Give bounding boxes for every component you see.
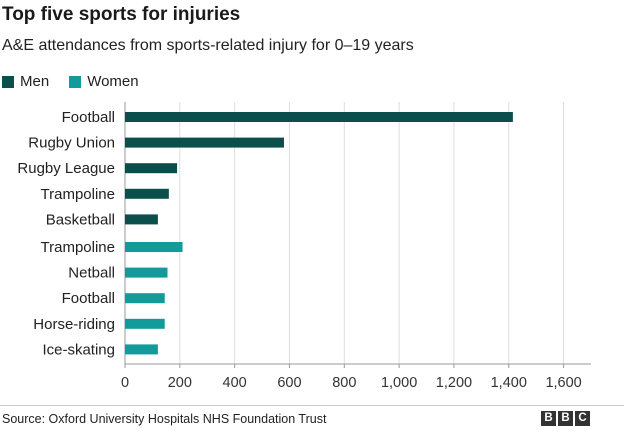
bar-women-football [125, 293, 165, 304]
bbc-logo-letter: C [575, 411, 590, 426]
category-label: Basketball [46, 211, 115, 228]
chart-legend: Men Women [2, 73, 159, 90]
category-label: Trampoline [41, 186, 115, 203]
bar-women-trampoline [125, 242, 183, 252]
chart-subtitle: A&E attendances from sports-related inju… [2, 37, 414, 54]
x-tick-label: 1,400 [491, 375, 527, 391]
legend-item-men: Men [2, 73, 49, 90]
x-tick-label: 0 [121, 375, 129, 391]
bar-women-netball [125, 267, 168, 278]
bbc-logo-letter: B [541, 411, 556, 426]
bbc-logo-letter: B [558, 411, 573, 426]
x-tick-label: 1,600 [545, 375, 581, 391]
x-tick-label: 1,200 [436, 375, 472, 391]
x-tick-label: 800 [332, 375, 356, 391]
bar-men-basketball [125, 214, 158, 225]
footer-divider [0, 405, 624, 406]
x-tick-label: 200 [168, 375, 192, 391]
category-label: Rugby Union [28, 135, 115, 152]
legend-item-women: Women [69, 73, 139, 90]
category-label: Netball [68, 265, 115, 282]
legend-swatch-women [69, 75, 82, 88]
category-label: Trampoline [41, 239, 115, 256]
source-note: Source: Oxford University Hospitals NHS … [2, 412, 327, 426]
bar-men-rugby-union [125, 137, 284, 148]
bar-chart: 0 200 400 600 800 1,000 1,200 1,400 1,600 Footbal… [17, 102, 591, 391]
legend-swatch-men [2, 75, 14, 88]
x-tick-label: 1,000 [381, 375, 417, 391]
bar-women-ice-skating [125, 344, 158, 355]
legend-label-men: Men [20, 73, 50, 90]
chart-title: Top five sports for injuries [2, 4, 241, 25]
category-label: Horse-riding [33, 316, 115, 333]
bar-men-rugby-league [125, 163, 178, 174]
category-label: Ice-skating [42, 341, 115, 358]
category-label: Rugby League [17, 160, 115, 177]
x-tick-label: 400 [223, 375, 247, 391]
x-tick-label: 600 [277, 375, 301, 391]
bbc-logo: B B C [539, 411, 590, 426]
bar-men-trampoline [125, 188, 169, 199]
category-label: Football [62, 109, 115, 126]
bar-men-football [125, 112, 513, 122]
legend-label-women: Women [87, 73, 139, 90]
bar-women-horse-riding [125, 318, 165, 329]
category-label: Football [62, 290, 115, 307]
